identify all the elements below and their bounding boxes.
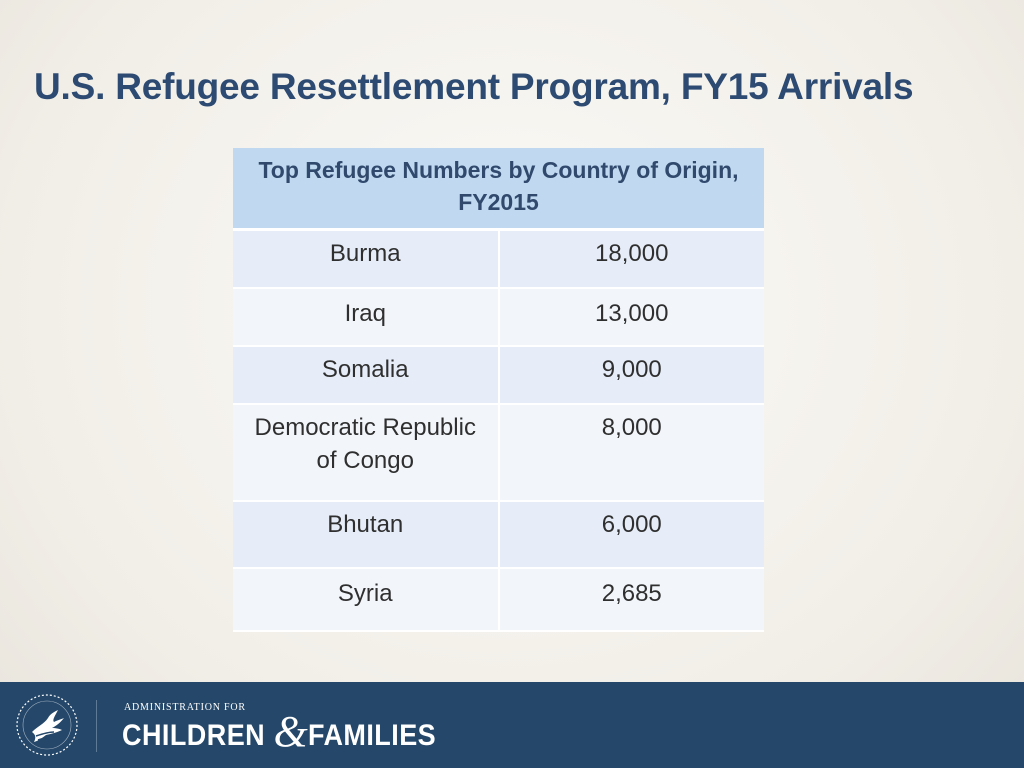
count-cell: 18,000 xyxy=(498,229,764,289)
country-cell: Syria xyxy=(233,568,500,632)
count-cell: 2,685 xyxy=(498,568,764,632)
acf-word-children: CHILDREN xyxy=(122,718,266,752)
table-row: Iraq 13,000 xyxy=(233,288,764,347)
table-row: Democratic Republic of Congo 8,000 xyxy=(233,404,764,502)
count-cell: 13,000 xyxy=(498,288,764,347)
country-cell: Somalia xyxy=(233,346,500,405)
table-row: Syria 2,685 xyxy=(233,568,764,632)
table-header: Top Refugee Numbers by Country of Origin… xyxy=(233,148,764,231)
table-row: Burma 18,000 xyxy=(233,229,764,289)
table-row: Somalia 9,000 xyxy=(233,346,764,405)
country-cell: Iraq xyxy=(233,288,500,347)
refugee-table: Top Refugee Numbers by Country of Origin… xyxy=(233,148,764,632)
count-cell: 8,000 xyxy=(498,404,764,502)
count-cell: 6,000 xyxy=(498,501,764,569)
table-header-row: Top Refugee Numbers by Country of Origin… xyxy=(233,148,764,231)
country-cell: Democratic Republic of Congo xyxy=(233,404,500,502)
table-row: Bhutan 6,000 xyxy=(233,501,764,569)
hhs-eagle-icon xyxy=(16,694,78,756)
count-cell: 9,000 xyxy=(498,346,764,405)
country-cell: Bhutan xyxy=(233,501,500,569)
acf-ampersand: & xyxy=(273,707,308,756)
footer-band: ADMINISTRATION FOR CHILDREN & FAMILIES xyxy=(0,682,1024,768)
acf-word-families: FAMILIES xyxy=(308,718,437,752)
slide-title: U.S. Refugee Resettlement Program, FY15 … xyxy=(34,66,914,107)
acf-tagline: ADMINISTRATION FOR xyxy=(124,702,246,713)
country-cell: Burma xyxy=(233,229,500,289)
footer-divider xyxy=(96,700,97,752)
acf-logo-text: CHILDREN & FAMILIES xyxy=(122,707,450,756)
